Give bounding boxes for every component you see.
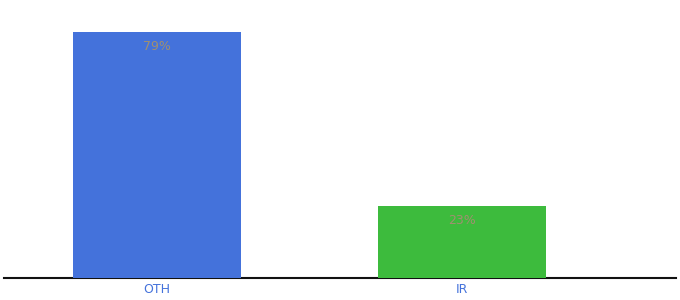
- Bar: [73, 32, 241, 278]
- Bar: [378, 206, 546, 278]
- Text: 23%: 23%: [448, 214, 476, 227]
- Text: 79%: 79%: [143, 40, 171, 53]
